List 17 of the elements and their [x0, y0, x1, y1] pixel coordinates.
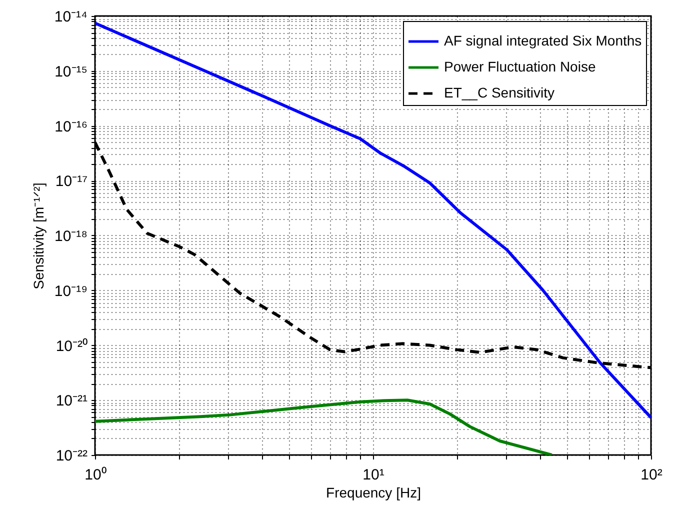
y-tick-label: 10⁻¹⁷ [55, 173, 88, 190]
y-tick-label: 10⁻¹⁵ [54, 63, 88, 80]
y-tick-label: 10⁻¹⁸ [54, 228, 88, 245]
legend-label: Power Fluctuation Noise [444, 58, 596, 74]
x-axis-title: Frequency [Hz] [326, 484, 421, 500]
x-tick-label: 10² [640, 466, 662, 484]
x-tick-label: 10¹ [362, 466, 384, 484]
y-tick-label: 10⁻²⁰ [56, 338, 88, 355]
y-axis-title: Sensitivity [m⁻¹ᐟ²] [30, 182, 46, 290]
y-tick-label: 10⁻²² [56, 448, 88, 464]
y-tick-label: 10⁻¹⁹ [54, 282, 88, 300]
legend-label: AF signal integrated Six Months [444, 32, 642, 48]
y-tick-label: 10⁻¹⁴ [54, 8, 88, 26]
y-tick-label: 10⁻¹⁶ [54, 118, 88, 136]
y-tick-label: 10⁻²¹ [56, 392, 88, 410]
legend-label: ET__C Sensitivity [444, 84, 554, 100]
x-tick-label: 10⁰ [84, 466, 106, 484]
